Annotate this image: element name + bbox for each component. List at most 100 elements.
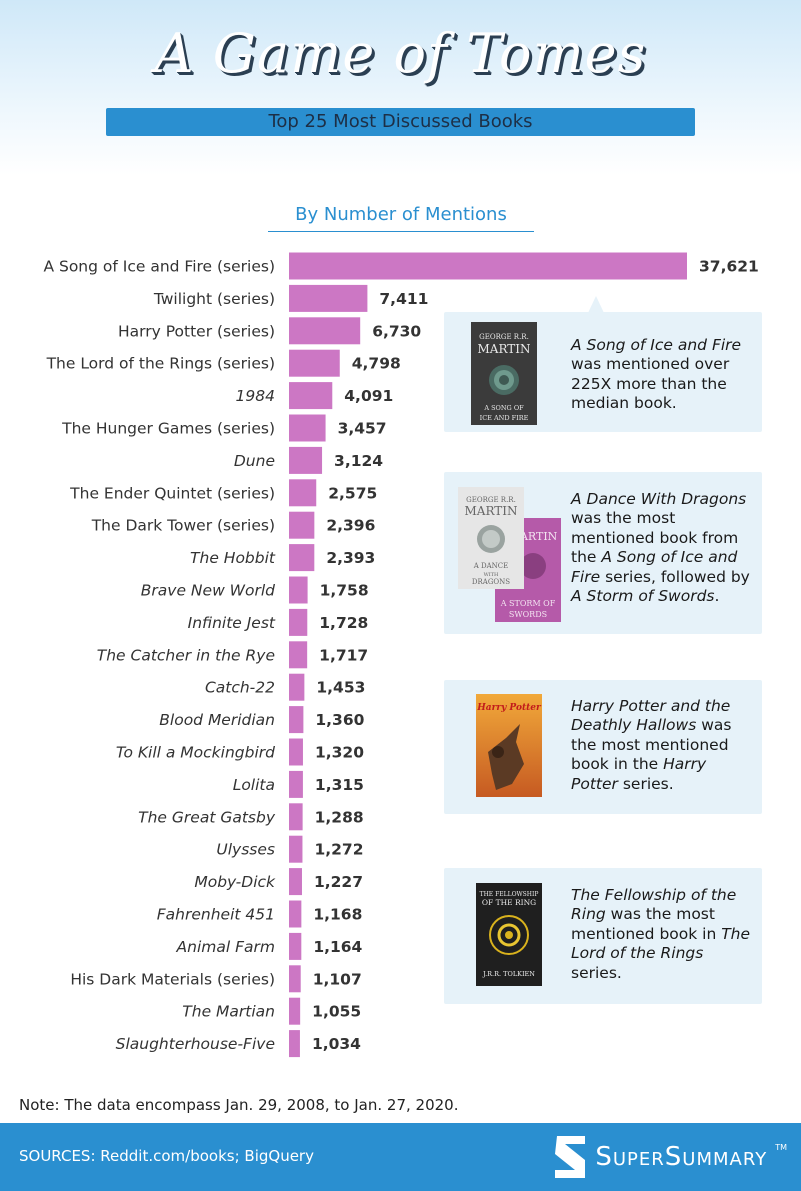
cover-author: J.R.R. TOLKIEN <box>482 970 535 978</box>
book-cover-a-song-of-ice-and-fire: GEORGE R.R. MARTIN A SONG OF ICE AND FIR… <box>471 322 537 425</box>
brand-name: SuperSummary <box>595 1142 768 1172</box>
category-label: Moby-Dick <box>194 873 276 891</box>
bar <box>289 770 303 798</box>
bar <box>289 608 308 636</box>
value-label: 1,055 <box>312 1003 361 1021</box>
value-label: 4,798 <box>352 355 401 373</box>
callout-text: Harry Potter and the Deathly Hallows was… <box>571 697 732 793</box>
category-label: A Song of Ice and Fire (series) <box>43 258 275 276</box>
data-note: Note: The data encompass Jan. 29, 2008, … <box>19 1096 459 1114</box>
cover-title-line3: DRAGONS <box>472 578 510 586</box>
bar <box>289 706 304 734</box>
bar <box>289 673 305 701</box>
category-label: The Dark Tower (series) <box>91 517 275 535</box>
category-label: Brave New World <box>141 582 275 600</box>
category-label: Twilight (series) <box>153 290 275 308</box>
category-label: To Kill a Mockingbird <box>116 744 275 762</box>
value-label: 2,396 <box>326 517 375 535</box>
bar <box>289 414 326 442</box>
bar <box>289 868 302 896</box>
value-label: 37,621 <box>699 258 759 276</box>
callout-text: A Dance With Dragons was the most mentio… <box>571 490 750 606</box>
category-label: 1984 <box>236 387 275 405</box>
category-label: Lolita <box>233 776 275 794</box>
category-label: The Great Gatsby <box>138 808 276 826</box>
value-label: 1,453 <box>316 679 365 697</box>
category-label: Animal Farm <box>176 938 275 956</box>
category-label: The Hobbit <box>190 549 276 567</box>
value-label: 6,730 <box>372 322 421 340</box>
brand-trademark: TM <box>775 1143 787 1152</box>
bar-chart: A Song of Ice and Fire (series) 37,621 Twi… <box>43 252 759 1058</box>
cover-author: GEORGE R.R. <box>479 333 529 341</box>
category-label: The Ender Quintet (series) <box>69 484 275 502</box>
value-label: 1,164 <box>313 938 362 956</box>
book-cover-harry-potter: Harry Potter <box>476 694 542 797</box>
category-label: Dune <box>234 452 275 470</box>
category-label: Blood Meridian <box>159 711 275 729</box>
value-label: 4,091 <box>344 387 393 405</box>
book-cover-fellowship-of-the-ring: THE FELLOWSHIP OF THE RING J.R.R. TOLKIE… <box>476 883 542 986</box>
book-cover-a-dance-with-dragons: GEORGE R.R. MARTIN A DANCE WITH DRAGONS <box>458 487 524 589</box>
cover-title-line1: A SONG OF <box>483 404 524 412</box>
value-label: 3,124 <box>334 452 383 470</box>
category-label: Catch-22 <box>205 679 275 697</box>
value-label: 1,168 <box>313 906 362 924</box>
category-label: The Catcher in the Rye <box>97 646 275 664</box>
value-label: 1,758 <box>320 582 369 600</box>
cover-title-line2: OF THE RING <box>482 898 536 907</box>
bar <box>289 479 317 507</box>
value-label: 1,728 <box>319 614 368 632</box>
category-label: The Martian <box>182 1003 275 1021</box>
callout-pointer <box>588 296 604 313</box>
value-label: 3,457 <box>338 420 387 438</box>
value-label: 1,227 <box>314 873 363 891</box>
bar <box>289 446 323 474</box>
cover-author-name: MARTIN <box>477 342 530 356</box>
brand-logo: SuperSummary TM <box>553 1133 787 1181</box>
cover-title-line2: WITH <box>484 572 499 578</box>
value-label: 1,272 <box>314 841 363 859</box>
bar <box>289 544 315 572</box>
bar <box>289 317 361 345</box>
category-label: Infinite Jest <box>188 614 276 632</box>
value-label: 7,411 <box>379 290 428 308</box>
value-label: 2,575 <box>328 484 377 502</box>
brand-s-icon <box>555 1136 586 1178</box>
callout-dance-with-dragons: MARTIN A STORM OF SWORDS GEORGE R.R. MAR… <box>444 472 762 634</box>
cover-title-line2: ICE AND FIRE <box>480 414 529 422</box>
sources: SOURCES: Reddit.com/books; BigQuery <box>19 1147 314 1165</box>
category-label: The Lord of the Rings (series) <box>46 355 275 373</box>
bar <box>289 349 340 377</box>
bar <box>289 835 303 863</box>
bar <box>289 803 303 831</box>
bar <box>289 252 687 280</box>
bar <box>289 576 308 604</box>
main-title: A Game of Tomes <box>154 22 647 85</box>
value-label: 1,107 <box>313 970 362 988</box>
bar <box>289 965 301 993</box>
bar <box>289 738 303 766</box>
callout-asoiaf: GEORGE R.R. MARTIN A SONG OF ICE AND FIR… <box>444 312 762 432</box>
value-label: 1,034 <box>312 1035 361 1053</box>
callout-deathly-hallows: Harry Potter Harry Potter and the Deathl… <box>444 680 762 814</box>
bar <box>289 284 368 312</box>
value-label: 1,320 <box>315 744 364 762</box>
bar <box>289 900 302 928</box>
callout-text: The Fellowship of the Ring was the most … <box>571 886 751 982</box>
bar <box>289 641 308 669</box>
bar <box>289 511 315 539</box>
chart-title: By Number of Mentions <box>268 204 534 232</box>
value-label: 1,315 <box>315 776 364 794</box>
category-label: His Dark Materials (series) <box>70 970 275 988</box>
bar <box>289 1030 300 1058</box>
cover-author-name: MARTIN <box>464 504 517 518</box>
category-label: The Hunger Games (series) <box>61 420 275 438</box>
cover-title: Harry Potter <box>476 703 542 713</box>
cover2-title-line2: SWORDS <box>509 610 547 619</box>
value-label: 2,393 <box>326 549 375 567</box>
cover-title-line1: A DANCE <box>473 562 509 570</box>
subtitle-banner: Top 25 Most Discussed Books <box>106 108 695 136</box>
bar <box>289 932 302 960</box>
bar <box>289 382 333 410</box>
